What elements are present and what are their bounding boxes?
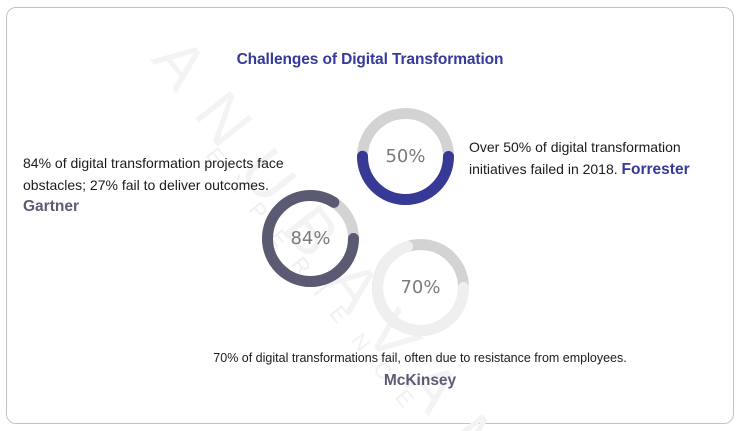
stat-text-line: 70% of digital transformations fail, oft… — [213, 351, 627, 365]
stat-text-line: obstacles; 27% fail to deliver outcomes. — [23, 177, 269, 193]
source-label-gartner: Gartner — [23, 198, 79, 215]
stat-gartner: 84% of digital transformation projects f… — [23, 152, 323, 218]
source-label-mckinsey: McKinsey — [383, 372, 457, 389]
stat-text-line: initiatives failed in 2018. Forrester — [469, 158, 729, 181]
stat-forrester: Over 50% of digital transformation initi… — [469, 136, 729, 181]
donut-forrester: 50% — [357, 108, 454, 205]
source-label-forrester: Forrester — [621, 161, 690, 178]
donut-ring — [357, 108, 454, 205]
donut-gartner: 84% — [262, 190, 359, 287]
stat-mckinsey: 70% of digital transformations fail, oft… — [150, 347, 690, 393]
donut-percent-label: 50% — [385, 146, 426, 167]
infographic-card — [6, 7, 734, 424]
stat-text-line2: initiatives failed in 2018. — [469, 161, 618, 177]
stat-text-line: Over 50% of digital transformation — [469, 139, 681, 155]
donut-ring — [372, 239, 469, 336]
donut-mckinsey: 70% — [372, 239, 469, 336]
donut-ring — [262, 190, 359, 287]
stat-text-line: 84% of digital transformation projects f… — [23, 155, 284, 171]
donut-percent-label: 84% — [290, 228, 331, 249]
donut-percent-label: 70% — [400, 277, 441, 298]
chart-title: Challenges of Digital Transformation — [236, 51, 504, 68]
